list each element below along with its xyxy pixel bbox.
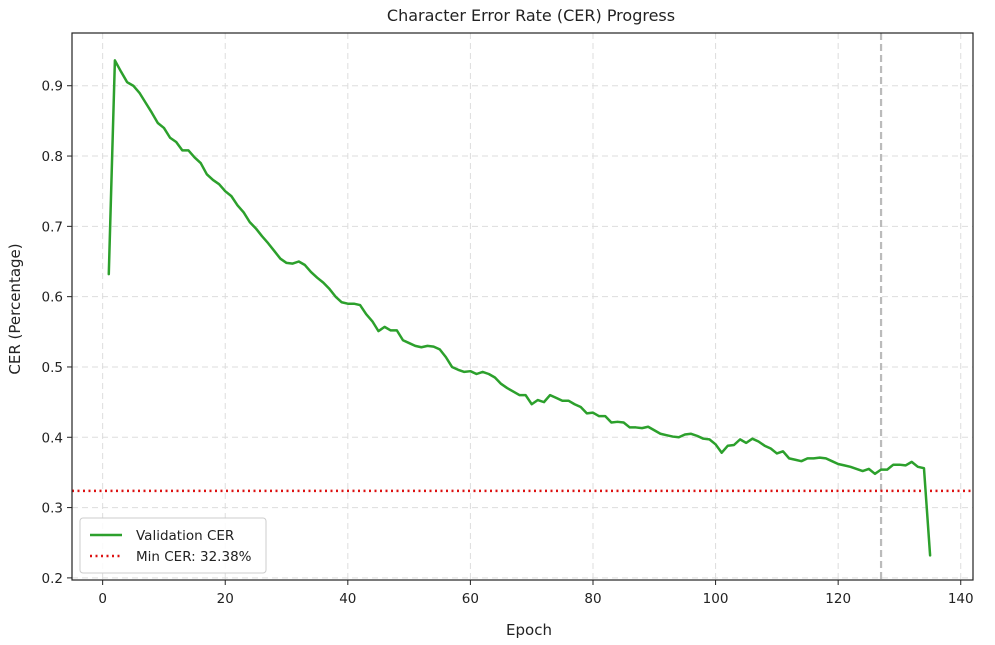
x-tick-label: 120 [825, 591, 851, 607]
grid-layer [72, 33, 973, 580]
x-tick-label: 60 [462, 591, 479, 607]
y-tick-label: 0.6 [42, 290, 63, 306]
x-tick-label: 140 [948, 591, 974, 607]
data-layer [72, 33, 973, 580]
y-tick-label: 0.9 [42, 79, 63, 95]
y-tick-label: 0.4 [42, 430, 63, 446]
y-tick-label: 0.5 [42, 360, 63, 376]
validation-cer-line [107, 59, 932, 557]
legend-box [79, 517, 267, 574]
plot-frame [71, 32, 974, 581]
x-tick-label: 80 [584, 591, 601, 607]
x-tick-label: 100 [703, 591, 729, 607]
chart-title: Character Error Rate (CER) Progress [387, 6, 675, 25]
x-tick-label: 0 [98, 591, 107, 607]
y-tick-label: 0.2 [42, 571, 63, 587]
y-tick-label: 0.3 [42, 501, 63, 517]
legend-label-validation-cer: Validation CER [136, 528, 234, 544]
y-tick-label: 0.8 [42, 149, 63, 165]
y-tick-label: 0.7 [42, 219, 63, 235]
y-axis-label: CER (Percentage) [6, 243, 24, 374]
x-tick-label: 20 [217, 591, 234, 607]
tick-layer: 0 20 40 60 80 100 120 140 0.2 0.3 0.4 0.5 0.6 0.7 0.8 0… [42, 79, 974, 607]
x-axis-label: Epoch [506, 621, 552, 639]
legend-label-min-cer: Min CER: 32.38% [136, 549, 252, 565]
legend: Validation CER Min CER: 32.38% [79, 517, 267, 574]
x-tick-label: 40 [339, 591, 356, 607]
